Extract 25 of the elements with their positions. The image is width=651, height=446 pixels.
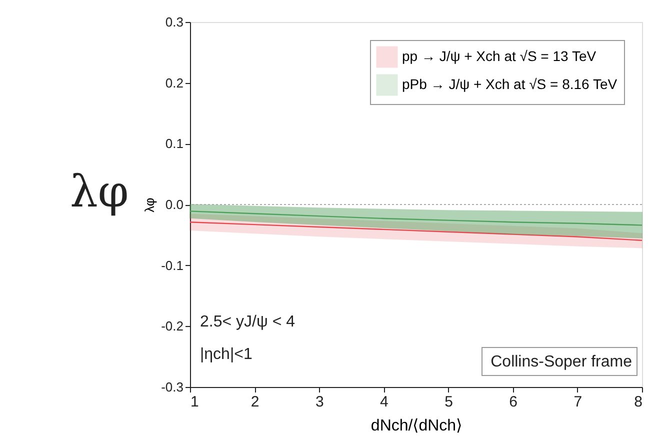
x-tick-label: 4 (380, 394, 388, 410)
annotation: 2.5< yJ/ψ < 4 (200, 313, 296, 330)
x-tick-label: 5 (444, 394, 453, 410)
y-tick-label: 0.2 (165, 75, 184, 90)
x-tick-label: 6 (509, 394, 518, 410)
y-axis-title: λφ (142, 198, 158, 212)
annotation: |ηch|<1 (200, 346, 252, 364)
annotation: Collins-Soper frame (490, 353, 632, 370)
line-series (189, 210, 643, 226)
x-tick-label: 8 (634, 394, 642, 410)
legend-label: pPb → J/ψ + Xch at √S = 8.16 TeV (402, 76, 618, 92)
x-tick-label: 7 (574, 394, 582, 410)
y-tick-label: -0.3 (161, 380, 184, 394)
line-series (189, 222, 643, 241)
x-tick-label: 2 (250, 394, 260, 410)
legend-label: pp → J/ψ + Xch at √S = 13 TeV (402, 48, 597, 64)
y-tick-label: 0.3 (165, 14, 184, 30)
y-tick-label: 0.1 (165, 136, 184, 152)
x-tick-label: 1 (190, 394, 199, 410)
text: λφ (70, 166, 129, 218)
x-tick-label: 3 (315, 394, 324, 410)
x-axis-title: dNch/⟨dNch⟩ (370, 418, 462, 434)
y-tick-label: -0.1 (161, 258, 184, 273)
y-tick-label: 0.0 (165, 197, 184, 212)
y-tick-label: -0.2 (161, 318, 184, 334)
